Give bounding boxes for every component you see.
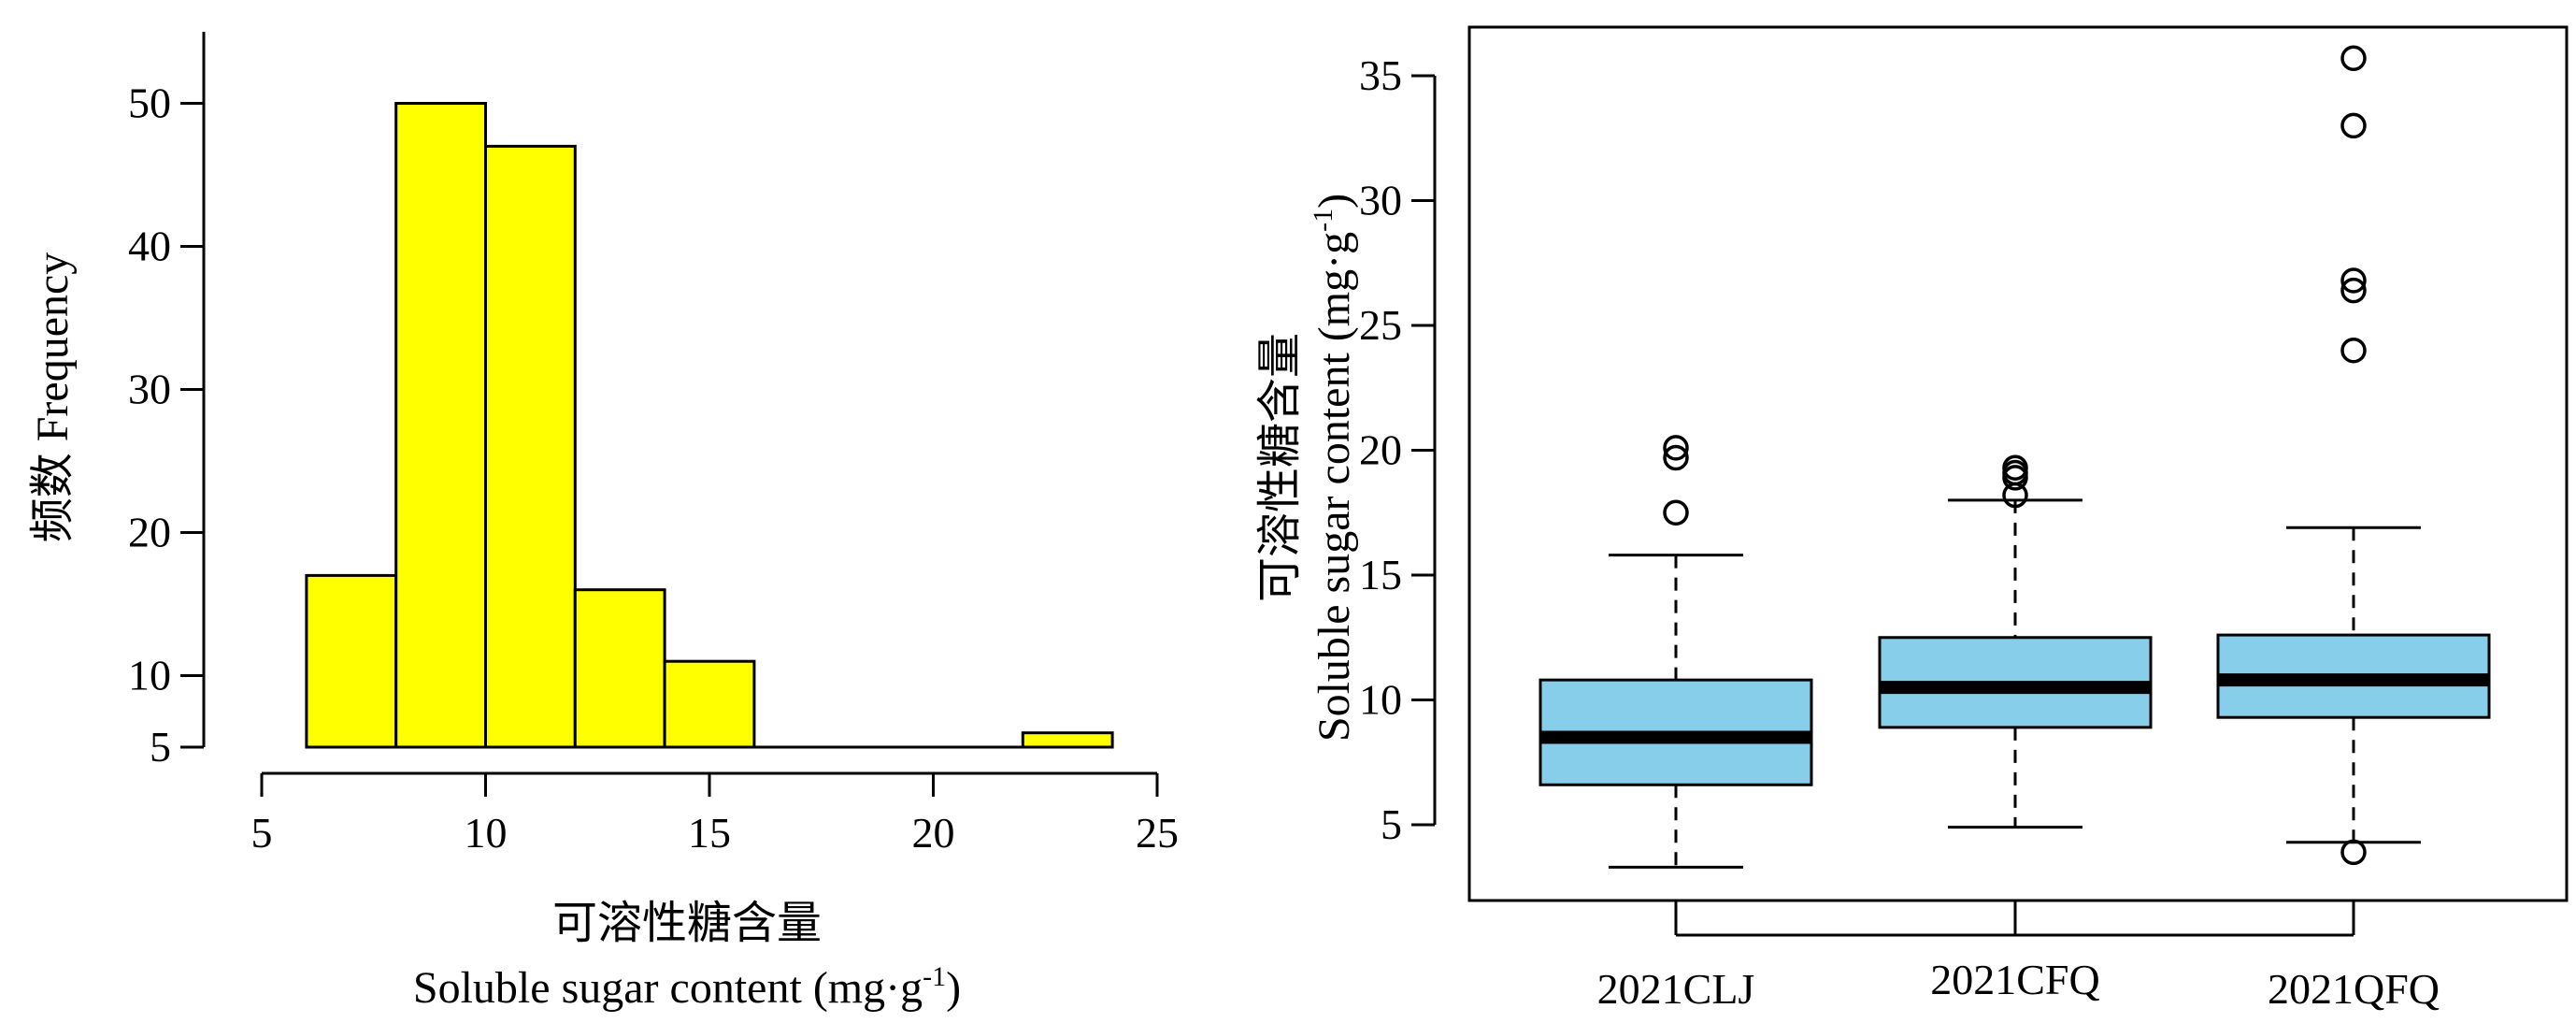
- box-y-tick-label-5: 5: [1381, 800, 1402, 848]
- hist-x-tick-label-5: 5: [251, 809, 273, 857]
- hist-y-ticks: 5 10 20 30 40 50: [128, 79, 204, 771]
- outlier-2021CFQ-3: [2002, 454, 2028, 481]
- box-x-tick-label-2021QFQ: 2021QFQ: [2268, 965, 2440, 1013]
- box-y-tick-label-10: 10: [1359, 676, 1402, 724]
- outlier-2021QFQ-1: [2340, 337, 2367, 364]
- histogram-bar-8-10: [394, 102, 488, 749]
- histogram-bar-10-12: [484, 144, 577, 749]
- boxplot-boxes: [1538, 45, 2491, 869]
- histogram-bars: [305, 102, 1114, 749]
- hist-y-tick-label-5: 5: [150, 723, 171, 771]
- box-y-tick-label-30: 30: [1359, 177, 1402, 224]
- hist-y-tick-label-50: 50: [128, 79, 171, 127]
- histogram-bar-12-14: [573, 588, 666, 749]
- outlier-2021QFQ-0: [2340, 839, 2367, 866]
- box-y-ticks: 5 10 15 20 25 30 35: [1359, 51, 1435, 848]
- box-y-tick-label-35: 35: [1359, 51, 1402, 99]
- box-ylabel: 可溶性糖含量 Soluble sugar content (mg·g-1): [1255, 194, 1359, 742]
- hist-x-tick-label-15: 15: [688, 809, 731, 857]
- hist-y-tick-label-40: 40: [128, 223, 171, 270]
- box-y-tick-label-25: 25: [1359, 301, 1402, 349]
- histogram-bar-14-16: [663, 659, 756, 749]
- box-plot-frame: [1467, 25, 2569, 902]
- hist-y-tick-label-10: 10: [128, 652, 171, 699]
- hist-x-tick-label-10: 10: [465, 809, 508, 857]
- box-x-tick-label-2021CFQ: 2021CFQ: [1930, 956, 2099, 1003]
- outlier-2021CLJ-2: [1663, 435, 1689, 461]
- outlier-2021CLJ-1: [1663, 444, 1689, 471]
- box-x-tick-label-2021CLJ: 2021CLJ: [1597, 965, 1755, 1013]
- box-x-ticks: 2021CLJ 2021CFQ 2021QFQ: [1597, 901, 2440, 1013]
- hist-x-ticks: 5 10 15 20 25: [251, 773, 1179, 857]
- histogram-panel: 5 10 15 20 25 5 10 20 30 40 50 可溶性糖含量 Soluble sug…: [28, 32, 1179, 1013]
- hist-x-tick-label-20: 20: [912, 809, 955, 857]
- histogram-bar-22-24: [1021, 731, 1114, 749]
- hist-xlabel-en: Soluble sugar content (mg·g-1): [413, 961, 961, 1013]
- hist-ylabel: 频数 Frequency: [28, 252, 78, 543]
- hist-x-tick-label-25: 25: [1136, 809, 1179, 857]
- outlier-2021QFQ-2: [2340, 277, 2367, 304]
- outlier-2021QFQ-3: [2340, 267, 2367, 294]
- outlier-2021CLJ-0: [1663, 499, 1689, 526]
- box-y-tick-label-20: 20: [1359, 426, 1402, 474]
- histogram-bar-6-8: [305, 573, 398, 749]
- outlier-2021QFQ-4: [2340, 112, 2367, 139]
- hist-y-tick-label-30: 30: [128, 366, 171, 413]
- outlier-2021QFQ-5: [2340, 45, 2367, 72]
- hist-y-tick-label-20: 20: [128, 509, 171, 556]
- boxplot-panel: 5 10 15 20 25 30 35 2021CLJ 2021CFQ 2021QFQ 可溶性糖…: [1255, 25, 2569, 1013]
- box-y-tick-label-15: 15: [1359, 551, 1402, 598]
- hist-xlabel-cn: 可溶性糖含量: [552, 899, 822, 948]
